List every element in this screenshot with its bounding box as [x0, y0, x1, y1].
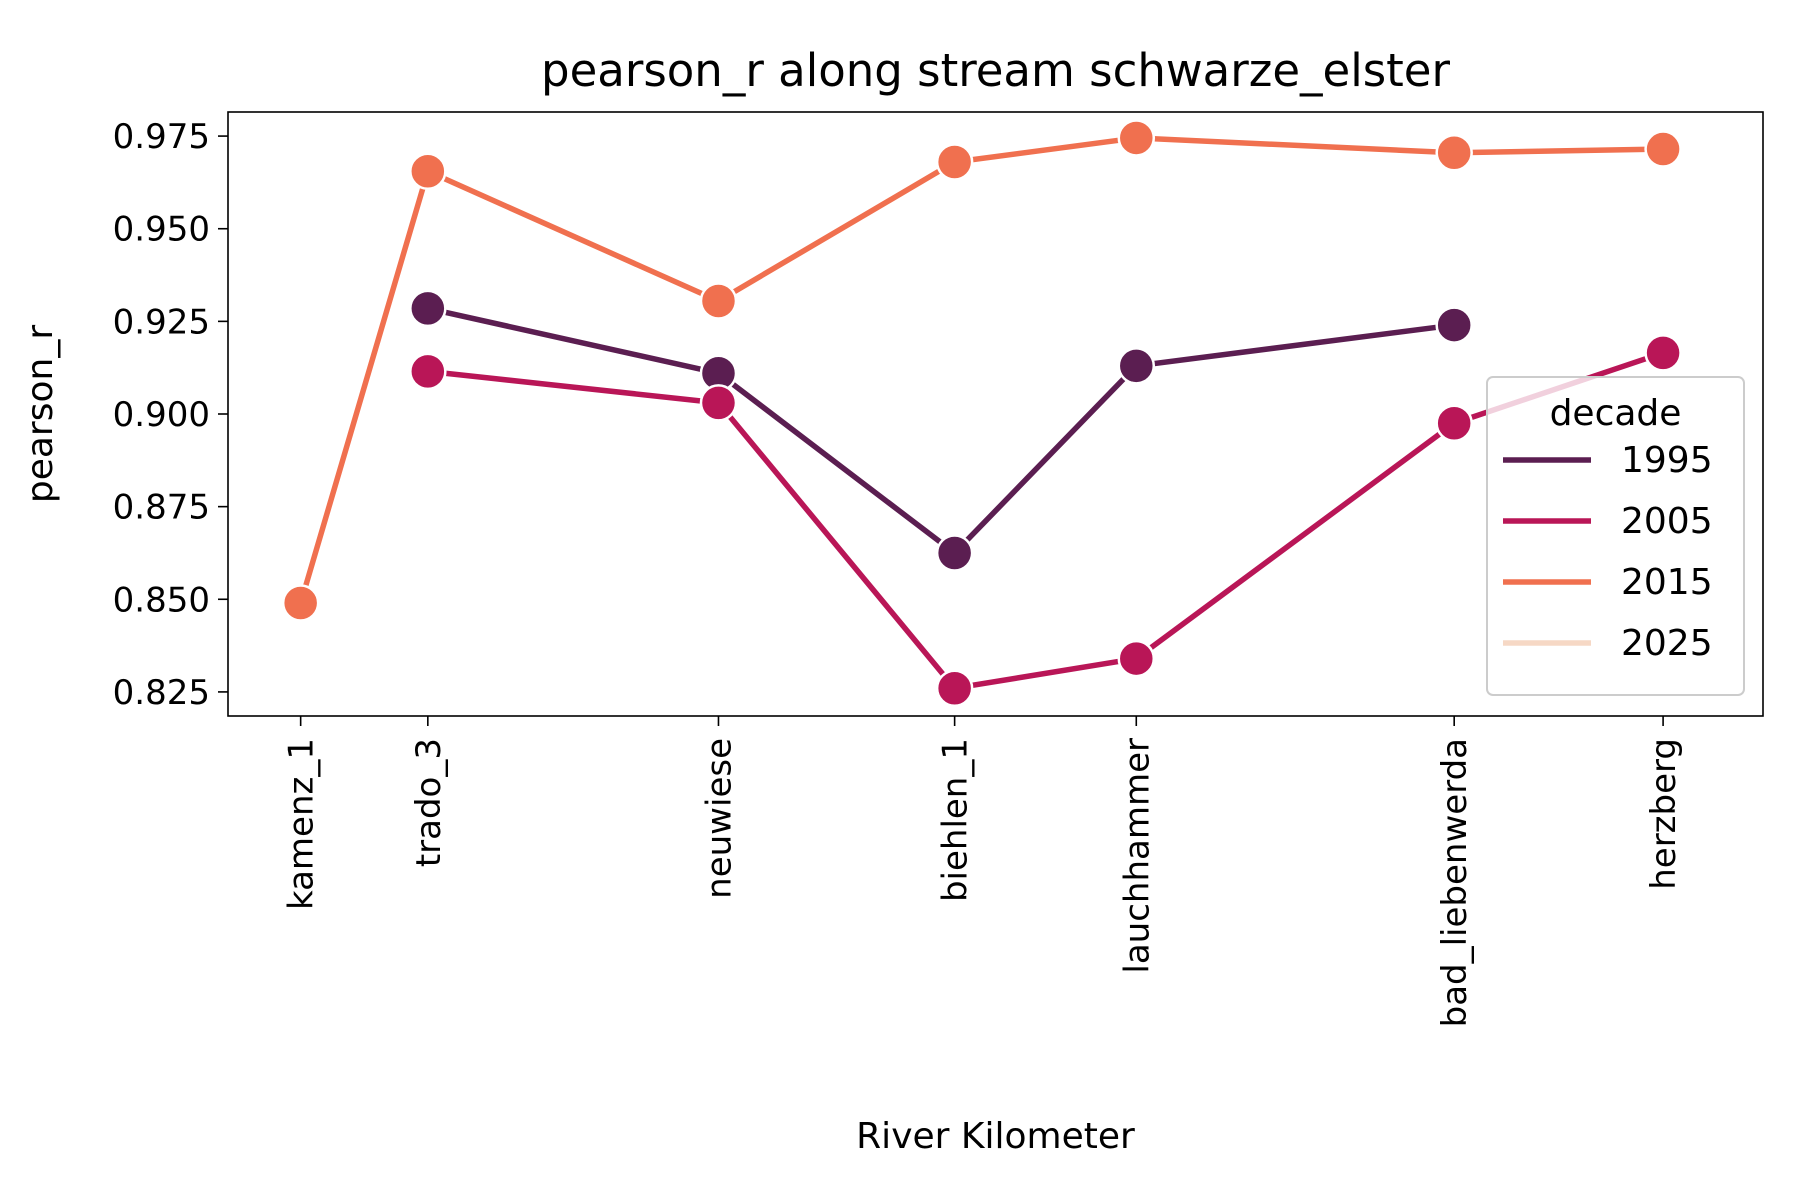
data-point-2015-kamenz_1: [281, 584, 320, 622]
data-point-1995-lauchhammer: [1117, 347, 1156, 385]
data-point-1995-biehlen_1: [935, 534, 974, 572]
data-point-1995-trado_3: [409, 289, 447, 328]
data-point-2005-herzberg: [1644, 334, 1682, 372]
x-tick-label: neuwiese: [699, 738, 739, 899]
data-point-1995-bad_liebenwerda: [1435, 306, 1473, 344]
y-tick-label: 0.925: [113, 302, 210, 342]
x-tick-label: biehlen_1: [936, 738, 976, 902]
x-tick-label: lauchhammer: [1117, 738, 1157, 974]
x-axis-label: River Kilometer: [856, 1116, 1135, 1157]
data-point-2005-lauchhammer: [1117, 639, 1156, 678]
y-tick-label: 0.875: [113, 488, 210, 528]
data-point-2015-biehlen_1: [935, 143, 974, 181]
legend-label-2015: 2015: [1621, 562, 1713, 603]
legend-label-2005: 2005: [1621, 501, 1713, 542]
x-tick-label: kamenz_1: [282, 738, 322, 910]
data-point-2015-neuwiese: [699, 282, 738, 320]
data-point-2015-bad_liebenwerda: [1435, 134, 1473, 172]
y-tick-label: 0.900: [113, 395, 210, 435]
axis-ticks: 0.825 0.850 0.875 0.900 0.925 0.950 0.975 kamen…: [113, 117, 1684, 1027]
data-point-2015-lauchhammer: [1117, 119, 1156, 157]
x-tick-label: herzberg: [1644, 738, 1684, 890]
y-tick-label: 0.850: [113, 580, 210, 620]
y-tick-label: 0.950: [113, 210, 210, 250]
data-point-2005-neuwiese: [699, 384, 738, 422]
data-point-2005-trado_3: [409, 352, 447, 391]
x-tick-label: bad_liebenwerda: [1435, 738, 1475, 1027]
y-tick-label: 0.825: [113, 673, 210, 713]
chart-title: pearson_r along stream schwarze_elster: [541, 44, 1450, 97]
legend-title: decade: [1550, 393, 1682, 434]
x-tick-label: trado_3: [409, 738, 449, 867]
plot-marks: [281, 119, 1682, 707]
data-point-2005-bad_liebenwerda: [1435, 404, 1473, 443]
legend-label-2025: 2025: [1621, 623, 1713, 664]
legend-box: [1486, 376, 1745, 696]
data-point-2005-biehlen_1: [935, 669, 974, 707]
y-tick-label: 0.975: [113, 117, 210, 157]
data-point-2015-trado_3: [409, 152, 447, 191]
y-axis-label: pearson_r: [20, 325, 61, 503]
legend: decade 1995 2005 2015 2025: [1486, 376, 1745, 696]
data-point-2015-herzberg: [1644, 130, 1682, 168]
legend-label-1995: 1995: [1621, 440, 1713, 481]
